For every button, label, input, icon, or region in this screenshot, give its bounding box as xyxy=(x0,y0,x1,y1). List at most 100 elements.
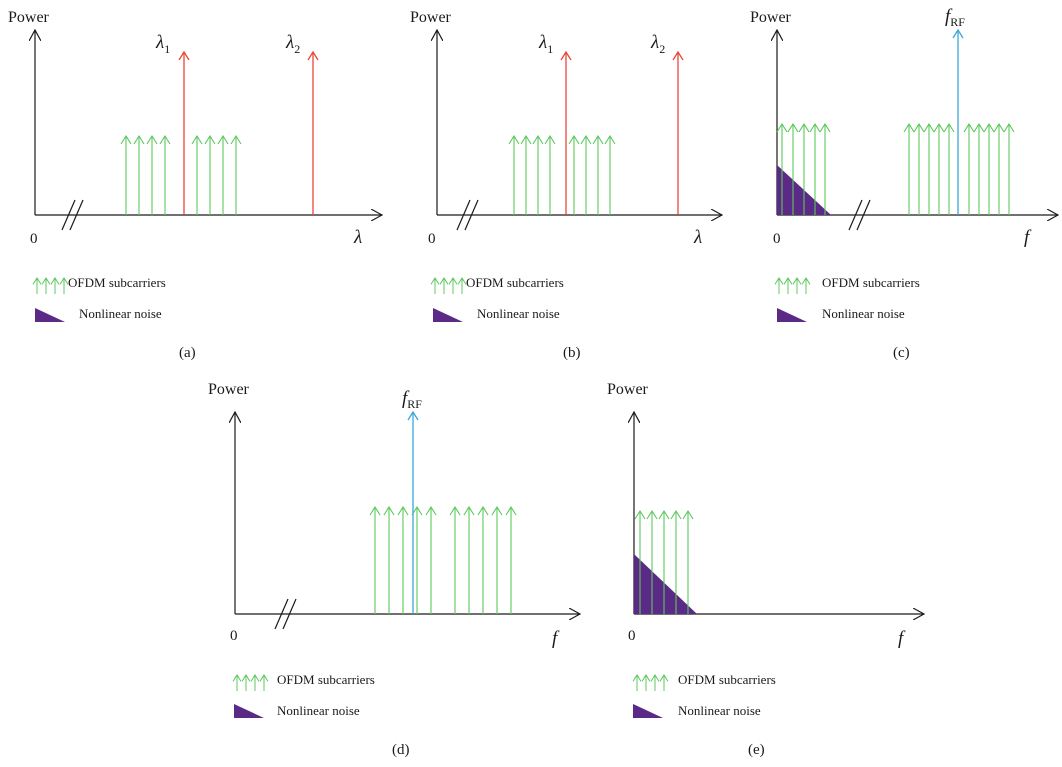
subcarrier-arrow xyxy=(191,134,203,215)
panel-c: Power 0 f fRF OFDM subcarriers Nonlinear… xyxy=(750,6,1058,361)
subcarrier-arrow xyxy=(604,134,616,215)
subcarrier-arrow xyxy=(933,122,945,215)
legend-subcarriers-label: OFDM subcarriers xyxy=(277,672,375,687)
legend-subcarrier-icon xyxy=(232,674,269,691)
subcarrier-arrow xyxy=(580,134,592,215)
y-label-b: Power xyxy=(410,9,452,26)
subcarrier-arrow xyxy=(230,134,242,215)
subcarrier-arrow xyxy=(477,505,489,614)
legend-a: OFDM subcarriers Nonlinear noise xyxy=(32,275,166,322)
y-label-c: Power xyxy=(750,9,792,26)
axis-break-b xyxy=(456,199,479,231)
subcarrier-arrow xyxy=(670,509,682,614)
legend-subcarriers-label: OFDM subcarriers xyxy=(678,672,776,687)
subcarrier-arrow xyxy=(463,505,475,614)
legend-subcarrier-arrow xyxy=(32,277,42,294)
subcarrier-arrow xyxy=(973,122,985,215)
caption-d: (d) xyxy=(392,742,410,758)
legend-subcarrier-arrow xyxy=(650,674,660,691)
legend-subcarrier-arrow xyxy=(241,674,251,691)
subcarrier-arrow xyxy=(491,505,503,614)
panel-b: Power 0 λ λ1 λ2 OFDM subcarriers Nonline… xyxy=(410,9,722,361)
subcarriers-d xyxy=(369,505,517,614)
legend-noise-label: Nonlinear noise xyxy=(477,306,560,321)
carrier-label-b-2: λ2 xyxy=(650,32,665,56)
carrier-frf-arrow xyxy=(952,28,964,215)
legend-noise-icon xyxy=(433,308,463,322)
x-label-c: f xyxy=(1024,227,1032,248)
subcarrier-arrow xyxy=(544,134,556,215)
carriers-d xyxy=(407,410,419,614)
subcarrier-arrow xyxy=(1003,122,1015,215)
legend-subcarrier-arrow xyxy=(774,277,784,294)
x-label-e: f xyxy=(898,628,906,649)
subcarrier-arrow xyxy=(634,509,646,614)
subcarriers-c xyxy=(776,122,1015,215)
subcarrier-arrow xyxy=(383,505,395,614)
subcarrier-arrow xyxy=(159,134,171,215)
carrier-label-a-2: λ2 xyxy=(285,32,300,56)
panel-e: Power 0 f OFDM subcarriers Nonlinear noi… xyxy=(607,381,924,758)
legend-subcarrier-arrow xyxy=(430,277,440,294)
legend-subcarrier-arrow xyxy=(259,674,269,691)
origin-label-c: 0 xyxy=(773,231,781,247)
legend-subcarrier-arrow xyxy=(59,277,69,294)
x-label-b: λ xyxy=(693,227,702,248)
subcarriers-e xyxy=(634,509,694,614)
legend-subcarrier-arrow xyxy=(457,277,467,294)
carrier-lambda1-arrow xyxy=(560,50,572,215)
caption-a: (a) xyxy=(179,345,196,361)
legend-subcarrier-arrow xyxy=(250,674,260,691)
legend-noise-icon xyxy=(777,308,807,322)
legend-noise-label: Nonlinear noise xyxy=(822,306,905,321)
subcarrier-arrow xyxy=(133,134,145,215)
legend-subcarrier-arrow xyxy=(448,277,458,294)
carrier-label-d-1: fRF xyxy=(402,388,422,411)
legend-noise-icon xyxy=(633,704,663,718)
legend-noise-label: Nonlinear noise xyxy=(79,306,162,321)
legend-subcarrier-icon xyxy=(774,277,811,294)
legend-c: OFDM subcarriers Nonlinear noise xyxy=(774,275,920,322)
axis-break-c xyxy=(848,199,871,231)
subcarrier-arrow xyxy=(809,122,821,215)
nonlinear-noise-e xyxy=(634,554,697,614)
origin-label-a: 0 xyxy=(30,231,38,247)
x-label-d: f xyxy=(552,628,560,649)
subcarrier-arrow xyxy=(505,505,517,614)
subcarrier-arrow xyxy=(204,134,216,215)
axis-break-d xyxy=(274,598,297,630)
carrier-lambda1-arrow xyxy=(178,50,190,215)
legend-noise-icon xyxy=(35,308,65,322)
axis-break-a xyxy=(61,199,84,231)
carrier-label-a-1: λ1 xyxy=(155,32,170,56)
origin-label-d: 0 xyxy=(230,628,238,644)
carrier-frf-arrow xyxy=(407,410,419,614)
legend-subcarrier-arrow xyxy=(783,277,793,294)
carriers-c xyxy=(952,28,964,215)
y-label-a: Power xyxy=(8,9,50,26)
subcarrier-arrow xyxy=(819,122,831,215)
legend-subcarriers-label: OFDM subcarriers xyxy=(822,275,920,290)
carriers-b xyxy=(560,50,684,215)
subcarrier-arrow xyxy=(776,122,788,215)
carrier-label-b-1: λ1 xyxy=(538,32,553,56)
legend-subcarrier-arrow xyxy=(792,277,802,294)
legend-noise-label: Nonlinear noise xyxy=(678,703,761,718)
carrier-lambda2-arrow xyxy=(307,50,319,215)
subcarrier-arrow xyxy=(923,122,935,215)
subcarrier-arrow xyxy=(217,134,229,215)
x-label-a: λ xyxy=(353,227,362,248)
subcarrier-arrow xyxy=(120,134,132,215)
subcarrier-arrow xyxy=(568,134,580,215)
legend-subcarrier-icon xyxy=(632,674,669,691)
legend-e: OFDM subcarriers Nonlinear noise xyxy=(632,672,776,718)
legend-noise-icon xyxy=(234,704,264,718)
legend-noise-label: Nonlinear noise xyxy=(277,703,360,718)
subcarriers-a xyxy=(120,134,242,215)
panel-a: Power 0 λ λ1 λ2 OFDM subcarriers Nonline… xyxy=(8,9,382,361)
legend-subcarrier-arrow xyxy=(641,674,651,691)
carrier-label-c-1: fRF xyxy=(945,6,965,29)
legend-subcarrier-arrow xyxy=(801,277,811,294)
y-label-e: Power xyxy=(607,381,649,398)
